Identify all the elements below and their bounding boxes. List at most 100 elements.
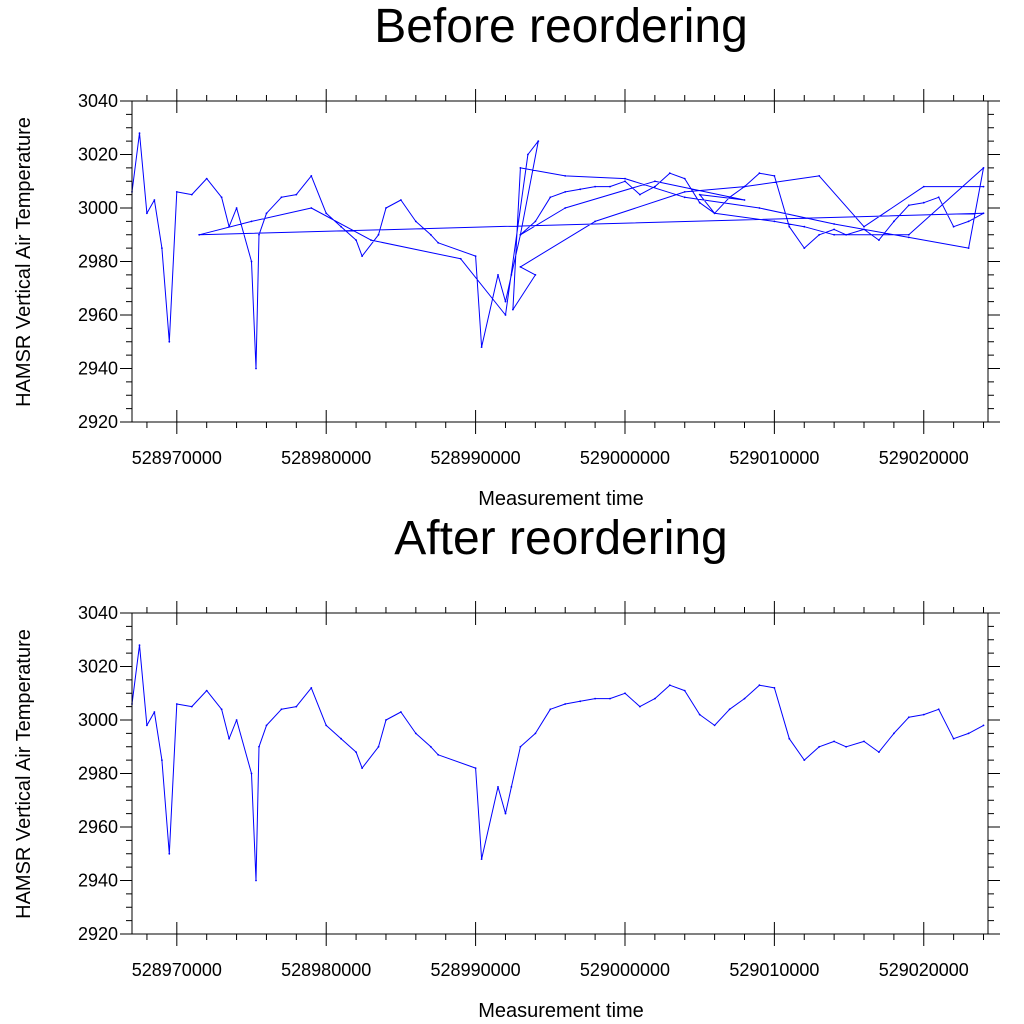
data-point bbox=[400, 711, 402, 713]
data-point bbox=[519, 745, 522, 748]
data-point bbox=[474, 767, 477, 769]
data-point bbox=[907, 236, 910, 239]
data-point bbox=[340, 225, 342, 228]
data-point bbox=[937, 196, 940, 199]
data-point bbox=[549, 708, 552, 711]
data-point bbox=[480, 346, 483, 348]
data-point bbox=[845, 233, 847, 236]
data-point bbox=[863, 228, 865, 231]
y-tick-label: 2960 bbox=[78, 305, 118, 325]
data-point bbox=[510, 274, 513, 276]
data-point bbox=[474, 255, 477, 257]
data-point bbox=[952, 225, 955, 228]
x-tick-label: 528980000 bbox=[281, 448, 371, 468]
data-point bbox=[833, 228, 835, 231]
y-tick-label: 2980 bbox=[78, 764, 118, 784]
x-tick-label: 529010000 bbox=[729, 448, 819, 468]
data-point bbox=[205, 689, 208, 692]
data-point bbox=[878, 751, 880, 753]
data-point bbox=[773, 687, 776, 689]
data-point bbox=[863, 225, 865, 228]
data-point bbox=[893, 220, 895, 223]
data-point bbox=[893, 732, 895, 735]
x-tick-label: 529010000 bbox=[729, 960, 819, 980]
data-point bbox=[519, 266, 522, 268]
data-point bbox=[497, 274, 499, 276]
data-point bbox=[280, 196, 283, 199]
data-point bbox=[255, 367, 257, 370]
data-point bbox=[138, 644, 141, 646]
data-point bbox=[250, 772, 253, 775]
data-point bbox=[519, 233, 522, 236]
data-point bbox=[773, 220, 776, 223]
data-point bbox=[153, 711, 156, 713]
data-point bbox=[146, 212, 148, 215]
data-point bbox=[654, 180, 656, 183]
y-tick-label: 3020 bbox=[78, 657, 118, 677]
data-point bbox=[414, 732, 417, 735]
data-point bbox=[833, 233, 835, 236]
data-point bbox=[377, 745, 380, 748]
data-point bbox=[310, 175, 313, 177]
data-point bbox=[967, 220, 970, 223]
x-axis-label: Measurement time bbox=[478, 488, 644, 510]
data-point bbox=[295, 705, 298, 708]
y-tick-label: 2940 bbox=[78, 359, 118, 379]
data-point bbox=[624, 177, 626, 180]
data-point bbox=[161, 247, 163, 250]
y-tick-label: 3000 bbox=[78, 710, 118, 730]
data-point bbox=[654, 697, 656, 700]
data-point bbox=[833, 740, 835, 743]
data-point bbox=[982, 167, 985, 169]
x-tick-label: 529020000 bbox=[879, 960, 969, 980]
data-point bbox=[743, 199, 746, 201]
data-point bbox=[564, 207, 567, 209]
x-tick-label: 528970000 bbox=[132, 448, 222, 468]
series-line bbox=[131, 644, 984, 881]
data-point bbox=[519, 167, 522, 169]
data-point bbox=[228, 737, 231, 740]
data-point bbox=[205, 177, 208, 180]
data-point bbox=[818, 175, 821, 177]
data-point bbox=[713, 724, 716, 727]
data-point bbox=[168, 340, 171, 343]
y-tick-label: 2920 bbox=[78, 924, 118, 944]
data-point bbox=[504, 300, 507, 303]
data-point bbox=[609, 185, 611, 188]
data-point bbox=[594, 697, 596, 700]
x-tick-label: 528970000 bbox=[132, 960, 222, 980]
chart-panel-before: Before reordering HAMSR Vertical Air Tem… bbox=[13, 0, 1000, 510]
data-point bbox=[510, 786, 513, 788]
data-point bbox=[907, 204, 910, 207]
plot-frame bbox=[131, 612, 989, 935]
data-point bbox=[922, 185, 925, 188]
data-point bbox=[161, 759, 163, 761]
data-point bbox=[175, 703, 178, 705]
data-point bbox=[250, 220, 253, 223]
data-point bbox=[340, 737, 342, 740]
data-point bbox=[863, 740, 865, 743]
data-point bbox=[265, 724, 268, 727]
y-tick-label: 3000 bbox=[78, 198, 118, 218]
data-point bbox=[668, 172, 671, 175]
data-point bbox=[534, 732, 537, 735]
data-point bbox=[280, 708, 283, 711]
data-point bbox=[728, 196, 731, 199]
data-point bbox=[310, 687, 313, 689]
data-point bbox=[624, 180, 626, 183]
data-point bbox=[527, 153, 529, 156]
data-point bbox=[624, 692, 626, 695]
x-tick-label: 529020000 bbox=[879, 448, 969, 468]
data-point bbox=[429, 745, 432, 748]
data-point bbox=[459, 257, 462, 260]
data-point bbox=[146, 724, 148, 727]
data-point bbox=[683, 196, 686, 199]
data-point bbox=[639, 193, 641, 196]
data-point bbox=[803, 225, 806, 228]
data-point bbox=[683, 689, 686, 692]
data-point bbox=[512, 308, 514, 311]
data-point bbox=[594, 220, 596, 223]
data-point bbox=[414, 220, 417, 223]
data-point bbox=[255, 879, 257, 882]
data-point bbox=[265, 212, 268, 215]
